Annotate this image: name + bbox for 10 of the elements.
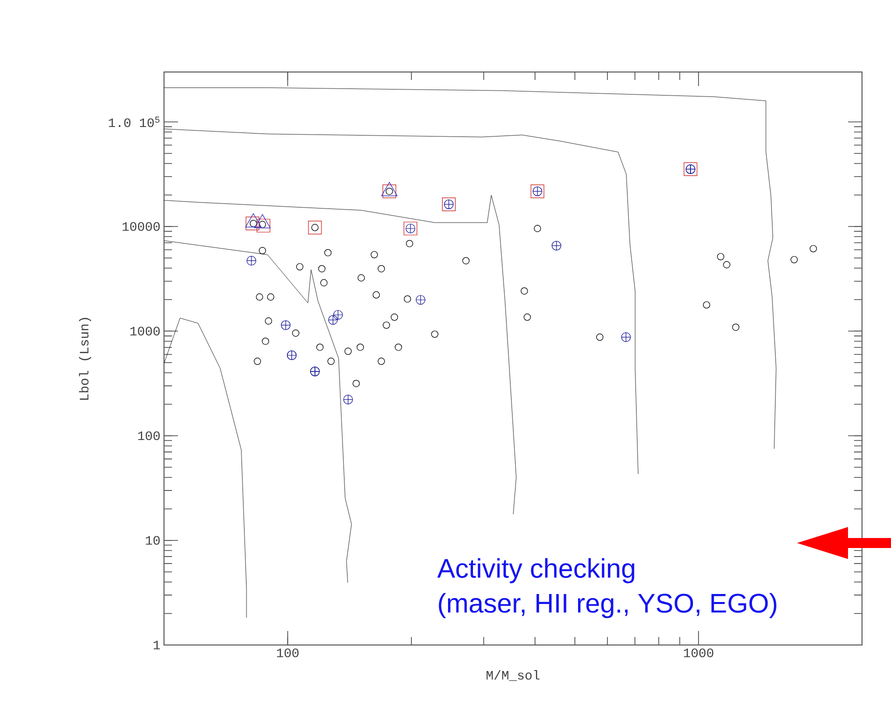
y-axis-title: Lbol (Lsun) <box>79 318 92 400</box>
y-tick-label: 10000 <box>122 222 160 231</box>
annotation: Activity checking <box>437 558 634 584</box>
y-tick-label: 1000 <box>130 326 160 336</box>
y-tick-label: 10 <box>146 536 160 545</box>
annotation: (maser, HII reg., YSO, EGO) <box>438 593 776 618</box>
y-tick-label: 1.0 10$^{5}$ <box>108 116 160 128</box>
x-axis-title: M/M_sol <box>486 670 540 681</box>
y-tick-label: 1 <box>154 640 160 650</box>
y-tick-label: 100 <box>138 431 160 440</box>
